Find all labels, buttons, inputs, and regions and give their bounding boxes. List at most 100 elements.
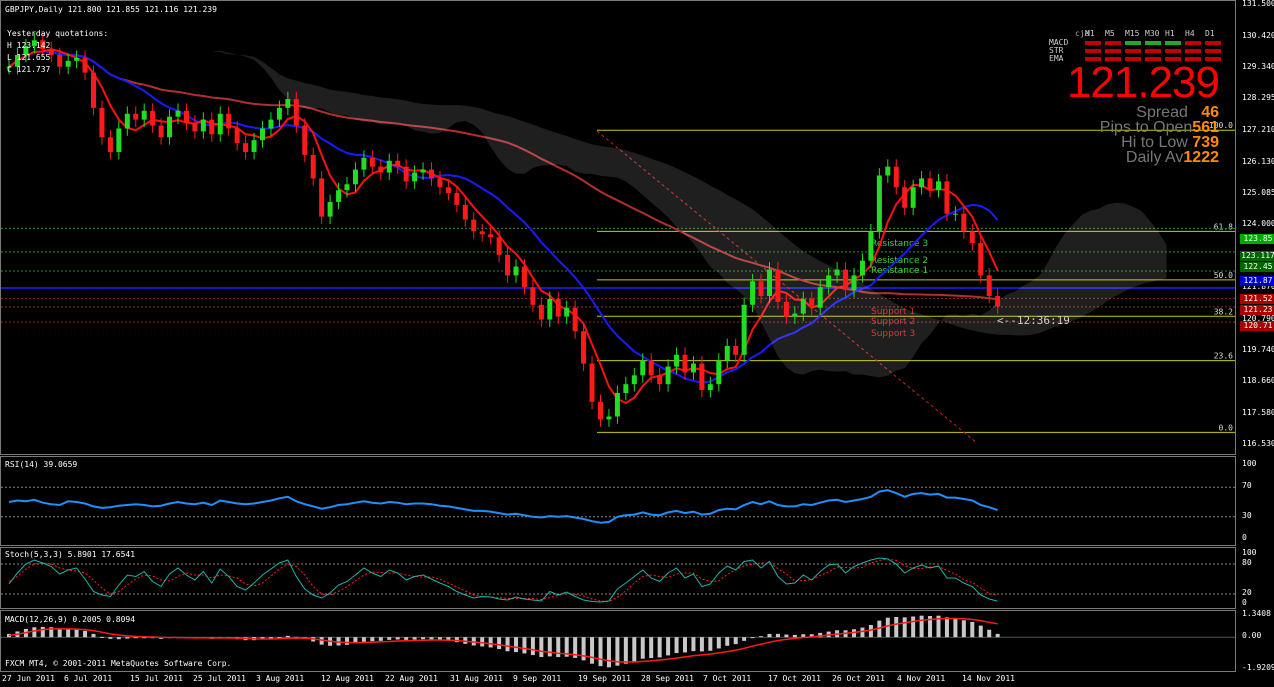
row-label-macd: MACD bbox=[1049, 38, 1069, 47]
macd-histogram-bar bbox=[708, 637, 713, 651]
stochastic-svg bbox=[1, 557, 1235, 603]
signal-cell-macd-d1 bbox=[1205, 41, 1221, 45]
trend-line bbox=[596, 130, 978, 444]
macd-histogram-bar bbox=[488, 637, 493, 648]
price-chart-svg: 100.0 61.8 50.0 38.2 23.6 0.0 Resistance 3 Resi… bbox=[1, 32, 1235, 444]
macd-histogram-bar bbox=[725, 637, 730, 646]
candle-body bbox=[707, 384, 713, 391]
candle-body bbox=[783, 301, 789, 317]
candle-body bbox=[479, 231, 485, 235]
candle-body bbox=[750, 281, 756, 305]
symbol-info: GBPJPY,Daily 121.800 121.855 121.116 121… bbox=[5, 5, 217, 14]
candle-body bbox=[6, 66, 12, 68]
candle-body bbox=[538, 304, 544, 320]
candle-body bbox=[843, 269, 849, 291]
signal-cell-macd-m30 bbox=[1145, 41, 1161, 45]
date-label-5: 12 Aug 2011 bbox=[321, 674, 374, 683]
macd-pane[interactable]: MACD(12,26,9) 0.2005 0.8094 FXCM MT4, © … bbox=[0, 610, 1236, 672]
candle-body bbox=[378, 166, 384, 173]
hilo-row: Hi to Low 739 bbox=[1061, 135, 1219, 151]
macd-histogram-bar bbox=[539, 637, 544, 658]
macd-signal-line bbox=[8, 617, 998, 663]
macd-histogram-bar bbox=[716, 637, 721, 649]
candle-body bbox=[640, 360, 646, 376]
signal-cell-macd-m15 bbox=[1125, 41, 1141, 45]
level-tag-1: Resistance 2 bbox=[871, 256, 928, 266]
rsi-tick-0: 100 bbox=[1242, 459, 1257, 468]
ichimoku-cloud bbox=[178, 50, 1167, 378]
pips-row: Pips to Open561 bbox=[1061, 120, 1219, 136]
candle-body bbox=[336, 190, 342, 202]
copyright-footer: FXCM MT4, © 2001-2011 MetaQuotes Softwar… bbox=[5, 659, 232, 668]
candle-body bbox=[209, 119, 215, 135]
macd-histogram-bar bbox=[590, 637, 595, 664]
candle-body bbox=[792, 313, 798, 317]
candle-body bbox=[936, 181, 941, 191]
macd-histogram-bar bbox=[133, 637, 138, 639]
candle-body bbox=[175, 110, 181, 117]
price-tick-7: 124.000 bbox=[1242, 219, 1274, 229]
macd-histogram-bar bbox=[40, 626, 45, 638]
hilo-value: 739 bbox=[1192, 134, 1219, 151]
candle-body bbox=[589, 363, 595, 402]
macd-histogram-bar bbox=[480, 637, 485, 647]
rsi-line bbox=[8, 489, 998, 524]
price-chart-pane[interactable]: 100.0 61.8 50.0 38.2 23.6 0.0 Resistance 3 Resi… bbox=[0, 0, 1236, 455]
candle-body bbox=[564, 307, 570, 317]
price-tick-3: 128.295 bbox=[1242, 93, 1274, 103]
macd-histogram-bar bbox=[877, 620, 882, 638]
candle-body bbox=[437, 178, 443, 188]
time-axis: 27 Jun 2011 6 Jul 2011 15 Jul 2011 25 Jul 2… bbox=[0, 672, 1236, 687]
macd-histogram-bar bbox=[674, 637, 679, 654]
pips-value: 561 bbox=[1192, 119, 1219, 136]
candle-body bbox=[741, 304, 747, 355]
macd-histogram-bar bbox=[640, 637, 645, 659]
timeframe-label-d1: D1 bbox=[1205, 29, 1215, 38]
price-tick-5: 126.130 bbox=[1242, 156, 1274, 166]
signal-cell-macd-m1 bbox=[1085, 41, 1101, 45]
macd-histogram-bar bbox=[649, 637, 654, 659]
yesterday-close: C 121.737 bbox=[7, 65, 51, 74]
macd-histogram-bar bbox=[66, 629, 71, 638]
price-tick-2: 129.340 bbox=[1242, 62, 1274, 72]
candle-body bbox=[893, 166, 899, 188]
candle-body bbox=[598, 401, 603, 420]
price-tick-10: 120.790 bbox=[1242, 313, 1274, 323]
price-tick-0: 131.500 bbox=[1242, 0, 1274, 8]
macd-histogram-bar bbox=[514, 637, 518, 653]
macd-histogram-bar bbox=[285, 635, 290, 638]
hilo-label: Hi to Low bbox=[1121, 134, 1188, 151]
candle-body bbox=[623, 384, 629, 393]
macd-histogram-bar bbox=[919, 615, 924, 638]
macd-histogram-bar bbox=[116, 637, 121, 640]
macd-histogram-bar bbox=[573, 637, 578, 658]
candle-body bbox=[183, 110, 189, 123]
candle-body bbox=[699, 363, 705, 391]
signal-cell-ema-m5 bbox=[1105, 57, 1121, 61]
signal-cell-macd-m5 bbox=[1105, 41, 1121, 45]
date-label-0: 27 Jun 2011 bbox=[2, 674, 55, 683]
macd-histogram-bar bbox=[852, 629, 856, 638]
candle-body bbox=[910, 187, 916, 208]
level-tag-5: Support 3 bbox=[871, 329, 915, 339]
macd-histogram-bar bbox=[387, 637, 392, 640]
candle-body bbox=[124, 113, 130, 129]
candle-body bbox=[859, 260, 865, 276]
candle-body bbox=[817, 287, 823, 308]
slow-moving-average bbox=[8, 50, 998, 301]
rsi-pane[interactable]: RSI(14) 39.0659 bbox=[0, 456, 1236, 546]
stochastic-pane[interactable]: Stoch(5,3,3) 5.8901 17.6541 bbox=[0, 547, 1236, 609]
row-label-str: STR bbox=[1049, 46, 1064, 55]
macd-histogram-bar bbox=[378, 637, 383, 641]
macd-histogram-bar bbox=[412, 637, 417, 640]
macd-histogram-bar bbox=[108, 637, 113, 639]
macd-histogram-bar bbox=[421, 637, 426, 640]
macd-histogram-bar bbox=[742, 637, 747, 641]
date-label-11: 7 Oct 2011 bbox=[703, 674, 752, 683]
price-tag-2: 122.45 bbox=[1240, 262, 1274, 272]
macd-histogram-bar bbox=[792, 634, 797, 638]
rsi-title: RSI(14) 39.0659 bbox=[5, 460, 78, 469]
fib-label-2: 50.0 bbox=[1214, 271, 1233, 280]
macd-histogram-bar bbox=[91, 633, 96, 638]
candle-body bbox=[361, 157, 367, 170]
